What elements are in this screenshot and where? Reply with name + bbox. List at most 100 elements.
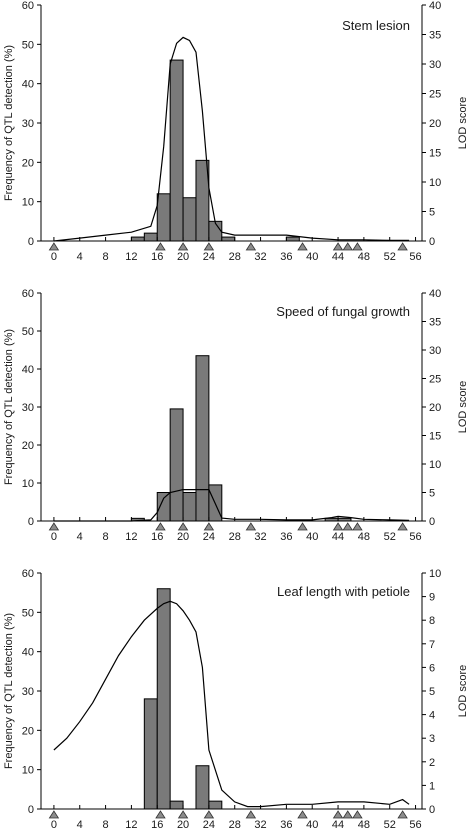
panel-title-stem-lesion: Stem lesion — [342, 18, 410, 33]
x-tick-label-40: 40 — [306, 819, 318, 831]
bar-1 — [143, 232, 158, 242]
x-tick-label-24: 24 — [203, 251, 215, 263]
y2-tick-label-15: 15 — [429, 148, 441, 160]
marker-triangle-6 — [332, 242, 344, 251]
y2-tick-label-25: 25 — [429, 374, 441, 386]
y-tick-label-20: 20 — [22, 440, 34, 452]
y2-tick-label-30: 30 — [429, 59, 441, 71]
y2-tick-label-40: 40 — [429, 0, 441, 12]
y-tick-label-30: 30 — [22, 118, 34, 130]
marker-triangle-6 — [332, 810, 344, 819]
y-tick-label-60: 60 — [22, 288, 34, 300]
x-tick-label-56: 56 — [409, 819, 421, 831]
marker-triangle-3 — [203, 810, 215, 819]
x-tick-label-16: 16 — [151, 819, 163, 831]
y-tick-label-10: 10 — [22, 765, 34, 777]
y2-axis-title: LOD score — [457, 97, 469, 150]
y2-tick-label-9: 9 — [429, 592, 435, 604]
y2-tick-label-0: 0 — [429, 804, 435, 816]
y-tick-label-0: 0 — [28, 804, 34, 816]
x-tick-label-16: 16 — [151, 531, 163, 543]
y-tick-label-40: 40 — [22, 647, 34, 659]
marker-triangle-3 — [203, 522, 215, 531]
bar-8 — [285, 236, 300, 242]
bar-7 — [221, 236, 236, 242]
x-tick-label-44: 44 — [332, 251, 344, 263]
y2-tick-label-20: 20 — [429, 402, 441, 414]
x-tick-label-48: 48 — [358, 251, 370, 263]
marker-triangle-4 — [245, 242, 257, 251]
bar-4 — [208, 800, 223, 810]
y2-tick-label-20: 20 — [429, 118, 441, 130]
y-tick-label-50: 50 — [22, 39, 34, 51]
y2-tick-label-4: 4 — [429, 710, 435, 722]
marker-triangle-2 — [177, 242, 189, 251]
y2-tick-label-10: 10 — [429, 568, 441, 580]
marker-triangle-7 — [342, 242, 353, 251]
marker-triangle-5 — [297, 242, 308, 251]
marker-triangle-0 — [48, 522, 60, 531]
x-tick-label-12: 12 — [125, 531, 137, 543]
y2-tick-label-0: 0 — [429, 516, 435, 528]
x-tick-label-8: 8 — [103, 819, 109, 831]
y2-axis-title: LOD score — [457, 665, 469, 718]
marker-triangle-1 — [155, 810, 166, 819]
y-tick-label-50: 50 — [22, 607, 34, 619]
marker-triangle-5 — [297, 810, 308, 819]
bar-5 — [195, 159, 210, 242]
y2-tick-label-8: 8 — [429, 615, 435, 627]
lod-score-line — [53, 36, 410, 242]
bar-6 — [208, 220, 223, 242]
x-tick-label-12: 12 — [125, 819, 137, 831]
x-tick-label-8: 8 — [103, 251, 109, 263]
marker-triangle-2 — [177, 522, 189, 531]
marker-triangle-7 — [342, 810, 353, 819]
y2-tick-label-1: 1 — [429, 780, 435, 792]
x-tick-label-24: 24 — [203, 819, 215, 831]
x-tick-label-32: 32 — [254, 251, 266, 263]
y-axis-title: Frequency of QTL detection (%) — [3, 329, 15, 485]
x-tick-label-52: 52 — [384, 531, 396, 543]
marker-triangle-9 — [397, 522, 408, 531]
panel-title-speed-of-fungal-growth: Speed of fungal growth — [276, 304, 410, 319]
y-tick-label-0: 0 — [28, 236, 34, 248]
lod-score-line — [53, 600, 410, 808]
y2-tick-label-3: 3 — [429, 733, 435, 745]
panel-title-leaf-length-with-petiole: Leaf length with petiole — [277, 584, 410, 599]
y2-axis-title: LOD score — [457, 381, 469, 434]
x-tick-label-28: 28 — [229, 531, 241, 543]
marker-triangle-8 — [352, 810, 363, 819]
x-tick-label-0: 0 — [51, 531, 57, 543]
x-tick-label-48: 48 — [358, 819, 370, 831]
x-tick-label-16: 16 — [151, 251, 163, 263]
x-tick-label-36: 36 — [280, 819, 292, 831]
x-tick-label-28: 28 — [229, 251, 241, 263]
x-tick-label-20: 20 — [177, 531, 189, 543]
marker-triangle-5 — [297, 522, 308, 531]
marker-triangle-7 — [342, 522, 353, 531]
y-tick-label-0: 0 — [28, 516, 34, 528]
x-tick-label-52: 52 — [384, 251, 396, 263]
marker-triangle-0 — [48, 810, 60, 819]
y-tick-label-60: 60 — [22, 568, 34, 580]
marker-triangle-6 — [332, 522, 344, 531]
x-tick-label-4: 4 — [77, 531, 83, 543]
bar-0 — [143, 698, 158, 810]
bar-4 — [195, 355, 210, 522]
marker-triangle-2 — [177, 810, 189, 819]
x-tick-label-4: 4 — [77, 251, 83, 263]
marker-triangle-8 — [352, 522, 363, 531]
y-tick-label-40: 40 — [22, 79, 34, 91]
marker-triangle-0 — [48, 242, 60, 251]
bar-2 — [169, 408, 184, 522]
y-tick-label-30: 30 — [22, 686, 34, 698]
y2-tick-label-7: 7 — [429, 639, 435, 651]
x-tick-label-36: 36 — [280, 531, 292, 543]
x-tick-label-44: 44 — [332, 531, 344, 543]
y-tick-label-20: 20 — [22, 157, 34, 169]
x-tick-label-56: 56 — [409, 251, 421, 263]
x-tick-label-36: 36 — [280, 251, 292, 263]
lod-score-line — [53, 489, 410, 522]
